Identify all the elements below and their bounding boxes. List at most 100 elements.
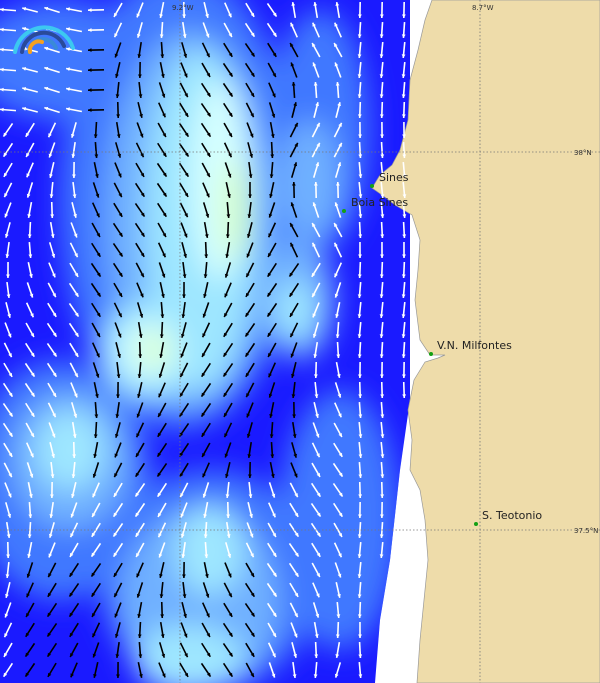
place-vn-milfontes[interactable]: V.N. Milfontes: [429, 339, 512, 356]
wind-arrow-head: [69, 612, 74, 617]
wind-arrow-head: [30, 372, 35, 377]
wind-arrow-head: [272, 533, 276, 538]
wind-arrow-head: [182, 274, 187, 278]
wind-arrow-head: [272, 632, 276, 637]
wind-arrow-head: [30, 432, 34, 437]
wind-arrow-head: [30, 352, 35, 357]
wind-arrow-head: [201, 392, 206, 397]
wind-arrow-head: [182, 294, 186, 298]
wind-arrow-head: [290, 222, 294, 227]
wind-arrow-head: [204, 234, 209, 238]
wind-arrow-head: [269, 434, 274, 438]
wind-arrow-head: [271, 493, 276, 498]
wind-arrow-head: [66, 7, 70, 12]
wind-arrow-head: [113, 12, 118, 17]
wind-arrow-head: [3, 672, 8, 677]
wind-arrow-head: [293, 453, 298, 458]
wind-arrow-head: [70, 653, 74, 658]
wind-arrow-head: [71, 154, 76, 158]
wind-arrow-head: [26, 573, 31, 578]
wind-arrow-head: [290, 333, 294, 338]
wind-arrow-head: [137, 634, 142, 638]
wind-arrow-head: [5, 574, 10, 578]
wind-arrow-head: [206, 72, 211, 77]
wind-arrow-head: [52, 312, 57, 317]
wind-arrow-head: [402, 154, 407, 158]
wind-arrow-head: [401, 334, 406, 338]
wind-arrow-head: [93, 454, 98, 458]
wind-arrow-head: [380, 174, 385, 178]
wind-arrow-head: [137, 374, 142, 378]
wind-arrow-head: [206, 132, 211, 137]
wind-arrow-head: [228, 652, 233, 657]
wind-arrow-head: [182, 594, 187, 598]
wind-speed-field: [0, 0, 410, 683]
wind-arrow-head: [161, 673, 166, 678]
wind-arrow-head: [179, 412, 184, 417]
wind-arrow-head: [30, 313, 34, 318]
wind-arrow-head: [66, 67, 70, 72]
wind-arrow-head: [4, 213, 9, 218]
wind-arrow-head: [205, 33, 210, 38]
wind-arrow-head: [180, 513, 185, 518]
wind-arrow-head: [158, 373, 163, 378]
wind-arrow-head: [96, 332, 100, 337]
wind-arrow-head: [228, 672, 233, 677]
wind-arrow-head: [29, 293, 34, 298]
wind-arrow-head: [118, 313, 122, 318]
wind-arrow-head: [380, 514, 384, 518]
wind-arrow-head: [135, 512, 140, 517]
wind-arrow-head: [223, 412, 228, 417]
wind-arrow-head: [315, 433, 320, 438]
wind-arrow-head: [268, 373, 272, 378]
wind-arrow-head: [379, 54, 384, 58]
wind-arrow-head: [48, 573, 52, 578]
wind-arrow-head: [358, 414, 363, 418]
wind-arrow-head: [247, 454, 252, 458]
place-sines[interactable]: Sines: [370, 171, 409, 188]
place-s-teotonio[interactable]: S. Teotonio: [474, 509, 542, 526]
wind-arrow-head: [74, 253, 78, 258]
wind-arrow-head: [338, 122, 342, 127]
wind-arrow-head: [52, 392, 57, 397]
wind-arrow-head: [250, 32, 255, 37]
wind-arrow-head: [8, 473, 12, 478]
place-boia-sines[interactable]: Boia Sines: [342, 196, 408, 213]
wind-arrow-head: [247, 214, 252, 218]
wind-arrow-head: [267, 332, 272, 337]
wind-arrow-head: [136, 33, 141, 38]
wind-arrow-head: [335, 2, 340, 6]
wind-arrow-head: [313, 674, 318, 678]
wind-arrow-head: [402, 394, 407, 398]
wind-arrow-head: [6, 274, 10, 278]
wind-arrow-head: [250, 612, 255, 617]
wind-arrow-head: [316, 552, 321, 557]
wind-arrow-head: [380, 134, 384, 138]
wind-arrow-head: [47, 592, 52, 597]
wind-arrow-head: [379, 334, 384, 338]
wind-arrow-head: [94, 154, 99, 158]
wind-arrow-head: [206, 152, 211, 157]
wind-arrow-head: [96, 213, 100, 218]
wind-arrow-head: [66, 47, 70, 52]
wind-arrow-head: [3, 132, 8, 137]
wind-arrow-head: [113, 532, 118, 537]
wind-arrow-head: [250, 572, 255, 577]
wind-arrow-head: [140, 192, 145, 197]
wind-arrow-head: [184, 132, 189, 137]
wind-arrow-head: [357, 554, 362, 558]
wind-arrow-head: [161, 273, 166, 278]
wind-arrow-head: [139, 673, 143, 678]
wind-arrow-head: [358, 654, 363, 658]
wind-arrow-head: [8, 392, 13, 397]
wind-arrow-head: [158, 393, 162, 398]
wind-arrow-head: [203, 293, 207, 298]
wind-arrow-head: [313, 374, 318, 378]
wind-arrow-head: [228, 72, 233, 77]
wind-arrow-head: [113, 512, 118, 517]
wind-arrow-head: [180, 353, 185, 358]
wind-arrow-head: [157, 472, 162, 477]
wind-arrow-head: [49, 514, 54, 518]
